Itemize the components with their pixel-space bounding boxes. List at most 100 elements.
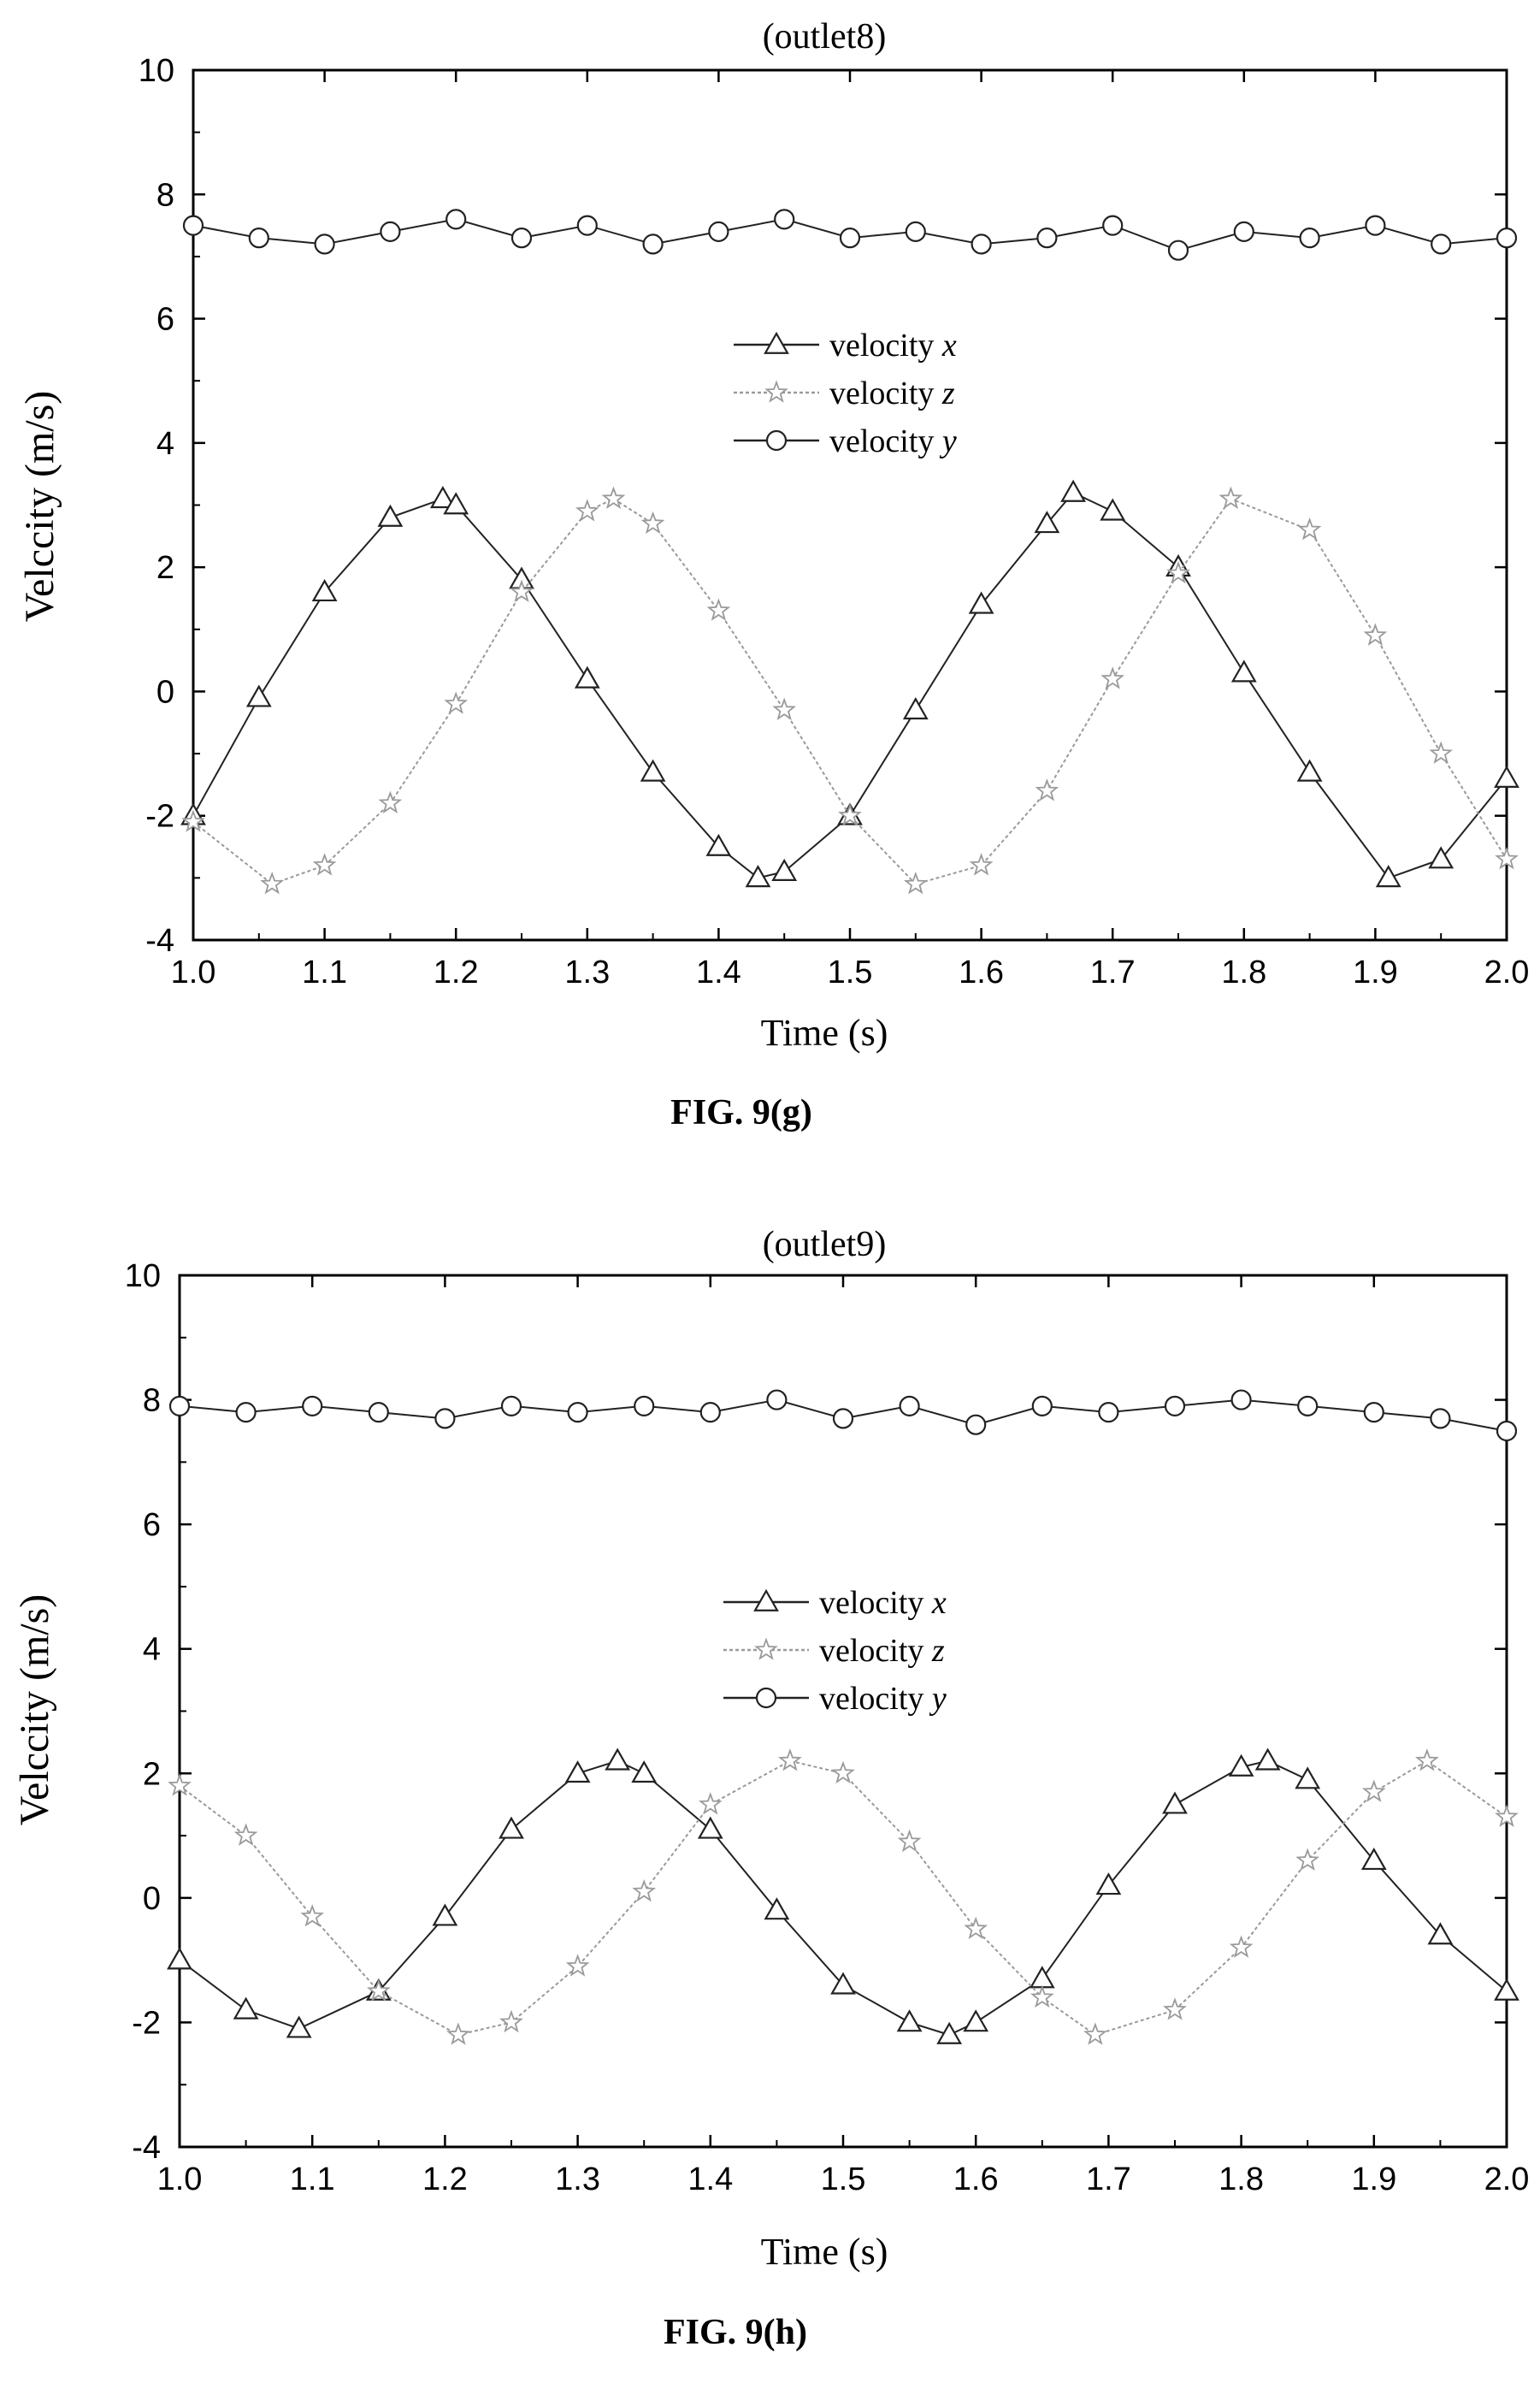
data-point-velocity-z <box>831 1760 855 1784</box>
legend-label: velocity x <box>829 328 957 364</box>
data-point-velocity-z <box>1166 560 1190 584</box>
y-tick-label: 4 <box>156 426 174 462</box>
x-tick-label: 1.4 <box>687 2161 733 2197</box>
data-point-velocity-x <box>1228 1753 1254 1777</box>
x-tick-label: 1.1 <box>290 2161 335 2197</box>
data-point-velocity-y <box>1036 228 1058 249</box>
y-tick-label: 6 <box>143 1507 161 1543</box>
data-point-velocity-y <box>1230 1389 1252 1410</box>
data-point-velocity-y <box>634 1395 655 1416</box>
data-point-velocity-x <box>443 492 469 515</box>
data-point-velocity-x <box>432 1903 458 1926</box>
data-point-velocity-y <box>182 215 204 236</box>
data-point-velocity-z <box>233 1823 258 1846</box>
data-point-velocity-z <box>1361 1779 1386 1802</box>
data-point-velocity-z <box>632 1878 657 1902</box>
data-point-velocity-z <box>575 499 599 522</box>
y-tick-label: -4 <box>145 923 174 959</box>
data-point-velocity-y <box>168 1395 191 1416</box>
data-point-velocity-x <box>1427 1922 1454 1945</box>
data-point-velocity-x <box>640 759 666 782</box>
data-point-velocity-y <box>1297 1395 1319 1416</box>
data-point-velocity-z <box>969 853 994 876</box>
panel-title: (outlet9) <box>763 1225 887 1264</box>
data-point-velocity-z <box>366 1978 391 2002</box>
data-point-velocity-z <box>601 486 626 510</box>
data-point-velocity-x <box>764 1897 790 1920</box>
data-point-velocity-z <box>1495 846 1519 870</box>
data-point-velocity-y <box>1164 1395 1186 1416</box>
data-point-velocity-x <box>745 865 771 888</box>
data-point-velocity-x <box>771 858 798 881</box>
figure-label: FIG. 9(g) <box>670 1093 812 1132</box>
data-point-velocity-z <box>499 2009 523 2033</box>
x-tick-label: 1.5 <box>828 955 873 990</box>
data-point-velocity-z <box>1495 1804 1519 1827</box>
data-point-velocity-z <box>260 871 285 895</box>
chart-panel-outlet9: (outlet9) Velccity (m/s) Time (s) FIG. 9… <box>12 1225 1529 2352</box>
data-point-velocity-z <box>698 1792 723 1815</box>
y-tick-label: 2 <box>143 1756 161 1792</box>
x-tick-label: 1.5 <box>821 2161 866 2197</box>
data-point-velocity-y <box>567 1402 588 1423</box>
data-point-velocity-x <box>697 1816 723 1839</box>
data-point-velocity-x <box>936 2021 963 2044</box>
data-point-velocity-z <box>312 853 337 876</box>
data-point-velocity-x <box>1295 1766 1321 1789</box>
x-tick-label: 1.2 <box>434 955 479 990</box>
y-tick-label: 8 <box>143 1383 161 1419</box>
data-point-velocity-x <box>830 1972 856 1995</box>
data-point-velocity-z <box>444 691 469 714</box>
data-point-velocity-y <box>510 228 533 249</box>
data-point-velocity-x <box>564 1760 591 1783</box>
legend-item-velocity-x: velocity x <box>734 328 957 364</box>
y-tick-label: 8 <box>156 177 174 213</box>
data-point-velocity-y <box>839 228 861 249</box>
data-point-velocity-y <box>500 1395 522 1416</box>
data-point-velocity-x <box>1162 1791 1188 1814</box>
legend-item-velocity-z: velocity z <box>734 375 955 411</box>
data-point-velocity-y <box>1496 228 1518 249</box>
data-point-velocity-z <box>1163 1997 1187 2020</box>
x-tick-label: 1.7 <box>1090 955 1136 990</box>
legend-marker <box>765 429 788 452</box>
data-point-velocity-x <box>896 2009 923 2032</box>
x-tick-label: 1.8 <box>1221 955 1266 990</box>
data-point-velocity-x <box>245 684 272 707</box>
data-point-velocity-x <box>1254 1747 1281 1771</box>
data-point-velocity-x <box>1095 1872 1122 1895</box>
y-tick-label: -4 <box>132 2130 161 2166</box>
x-tick-label: 1.8 <box>1218 2161 1264 2197</box>
data-point-velocity-x <box>902 697 929 720</box>
data-point-velocity-y <box>1431 234 1452 255</box>
x-tick-label: 1.7 <box>1086 2161 1131 2197</box>
data-point-velocity-x <box>1494 765 1519 788</box>
data-point-velocity-z <box>772 697 797 720</box>
data-point-velocity-z <box>964 1916 988 1940</box>
y-tick-label: -2 <box>145 799 174 835</box>
y-tick-label: 10 <box>139 53 174 89</box>
data-point-velocity-y <box>642 234 664 255</box>
data-point-velocity-z <box>1083 2022 1107 2045</box>
data-point-velocity-y <box>368 1402 389 1423</box>
data-point-velocity-z <box>1218 486 1243 510</box>
y-tick-label: -2 <box>132 2005 161 2041</box>
data-point-velocity-y <box>774 209 795 230</box>
data-point-velocity-y <box>905 221 926 242</box>
data-point-velocity-z <box>446 2022 470 2045</box>
data-point-velocity-y <box>1031 1395 1053 1416</box>
data-point-velocity-x <box>1060 479 1087 502</box>
legend-item-velocity-x: velocity x <box>723 1585 947 1621</box>
data-point-velocity-y <box>1098 1402 1119 1423</box>
data-point-velocity-y <box>235 1402 257 1423</box>
data-point-velocity-z <box>378 790 403 813</box>
series-line-velocity-z <box>192 497 1508 885</box>
data-point-velocity-x <box>311 578 338 602</box>
data-point-velocity-y <box>965 1414 987 1435</box>
data-point-velocity-x <box>1360 1847 1387 1871</box>
data-point-velocity-x <box>1100 498 1126 521</box>
y-tick-label: 0 <box>143 1881 161 1917</box>
x-tick-label: 1.0 <box>157 2161 203 2197</box>
